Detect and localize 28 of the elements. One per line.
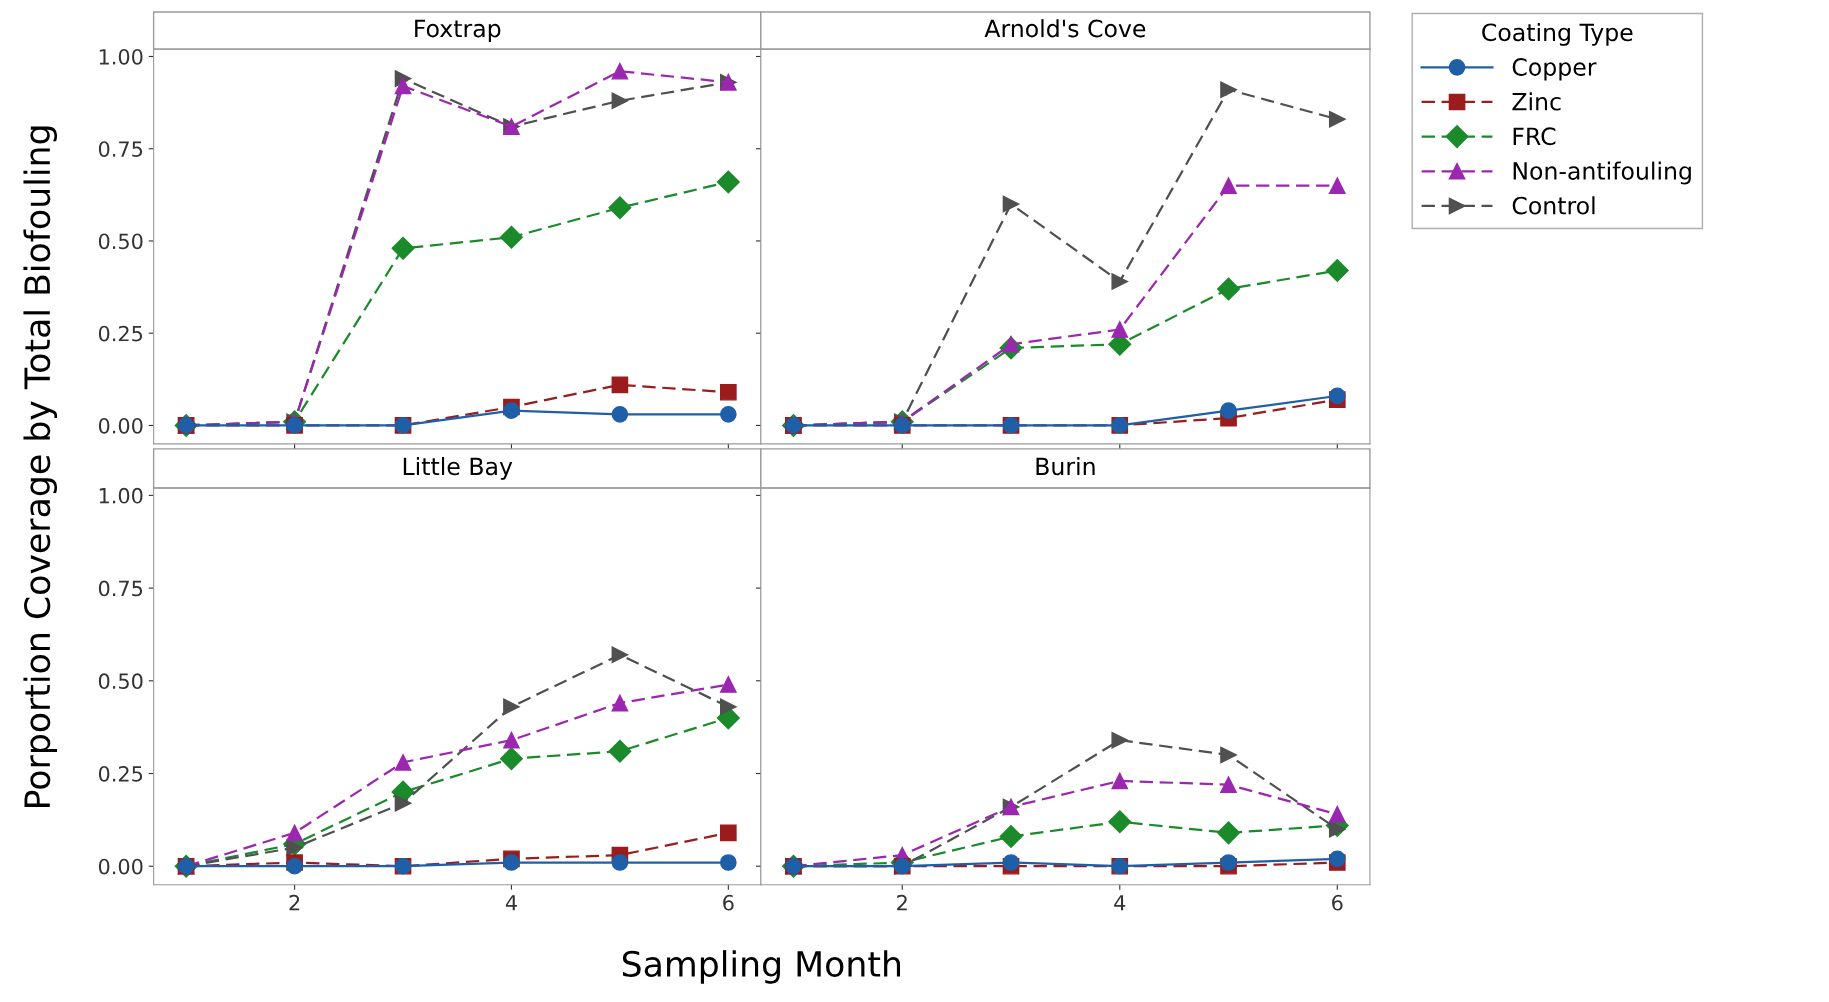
x-tick-label: 4 [505,895,517,911]
legend-label: FRC [1513,127,1556,146]
legend-label: Zinc [1512,92,1561,111]
x-tick-label: 6 [1332,894,1343,911]
legend-label: Copper [1512,58,1597,81]
y-axis-title: Porportion Coverage by Total Biofouling [23,126,58,808]
chart-title: Little Bay [403,457,513,480]
y-tick-label: 1.00 [99,48,143,65]
x-axis-title: Sampling Month [622,950,901,984]
x-tick-label: 2 [897,894,907,911]
legend-title: Coating Type [1482,22,1633,46]
y-tick-label: 1.00 [99,487,143,504]
chart-title: Burin [1036,457,1095,476]
y-tick-label: 0.75 [98,141,143,157]
y-tick-label: 0.25 [98,765,143,782]
chart-title: Arnold's Cove [984,19,1146,38]
y-tick-label: 0.50 [98,673,143,690]
y-tick-label: 0.50 [98,233,143,250]
y-tick-label: 0.00 [98,417,143,434]
y-tick-label: 0.25 [98,325,143,342]
x-tick-label: 2 [289,894,300,911]
x-tick-label: 6 [723,894,734,911]
y-tick-label: 0.75 [98,580,143,597]
legend-label: Control [1512,196,1595,215]
chart-title: Foxtrap [415,19,501,42]
x-tick-label: 4 [1114,895,1126,911]
legend-label: Non-antifouling [1513,161,1691,185]
y-tick-label: 0.00 [98,858,143,875]
